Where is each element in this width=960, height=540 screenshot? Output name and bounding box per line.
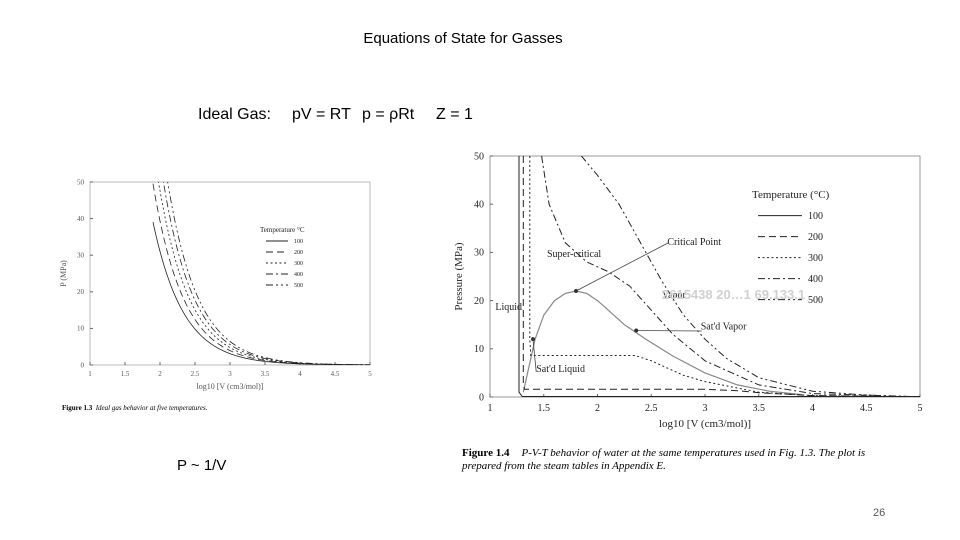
slide-title: Equations of State for Gasses xyxy=(363,30,563,47)
ideal-gas-isotherm-200 xyxy=(152,183,370,365)
annotation-arrow-sat-d-liquid xyxy=(532,339,537,372)
annotation-arrow-head-sat-d-liquid xyxy=(531,337,535,342)
water-legend-title: Temperature (°C) xyxy=(752,189,830,201)
figure-1-3-number: Figure 1.3 xyxy=(62,404,93,412)
figure-1-4-text: P-V-T behavior of water at the same temp… xyxy=(462,447,866,472)
ideal-gas-y-tick-label: 50 xyxy=(77,178,85,186)
water-x-tick-label: 4 xyxy=(810,403,815,414)
annotation-arrow-head-critical-point xyxy=(574,288,578,293)
figure-1-3-text: Ideal gas behavior at five temperatures. xyxy=(95,404,208,412)
saturation-dome-curve xyxy=(522,290,802,396)
water-x-axis-label: log10 [V (cm3/mol)] xyxy=(659,418,751,430)
annotation-sat-d-vapor: Sat'd Vapor xyxy=(701,322,747,333)
ideal-gas-y-tick-label: 0 xyxy=(81,361,85,369)
ideal-gas-equation-pv: pV = RT xyxy=(292,106,351,123)
ideal-gas-isotherm-300 xyxy=(158,182,370,365)
ideal-gas-equation-density: p = ρRt xyxy=(362,106,415,123)
water-y-tick-label: 50 xyxy=(474,151,484,162)
figure-1-3-caption: Figure 1.3 Ideal gas behavior at five te… xyxy=(62,404,207,412)
water-isotherm-500 xyxy=(581,156,920,397)
ideal-gas-legend-title: Temperature °C xyxy=(260,226,305,234)
water-x-tick-label: 1 xyxy=(488,403,493,414)
water-legend-label: 300 xyxy=(808,253,823,264)
annotation-liquid: Liquid xyxy=(495,302,522,313)
ideal-gas-y-tick-label: 30 xyxy=(77,252,85,260)
watermark: 2615438 20…1 69.133.1 xyxy=(662,287,806,302)
ideal-gas-x-tick-label: 1.5 xyxy=(121,370,130,378)
water-y-tick-label: 20 xyxy=(474,296,484,307)
water-legend-label: 400 xyxy=(808,274,823,285)
ideal-gas-equation-z: Z = 1 xyxy=(436,106,473,123)
annotation-critical-point: Critical Point xyxy=(667,237,721,248)
figure-1-4-caption: Figure 1.4 P-V-T behavior of water at the… xyxy=(462,447,902,473)
water-legend-label: 500 xyxy=(808,295,823,306)
ideal-gas-legend-label: 500 xyxy=(294,283,303,289)
ideal-gas-legend-label: 300 xyxy=(294,261,303,267)
figure-1-4-number: Figure 1.4 xyxy=(462,447,510,459)
ideal-gas-x-tick-label: 1 xyxy=(88,370,92,378)
ideal-gas-y-tick-label: 10 xyxy=(77,325,85,333)
water-x-tick-label: 2.5 xyxy=(645,403,658,414)
water-y-tick-label: 30 xyxy=(474,248,484,259)
ideal-gas-isotherm-400 xyxy=(163,182,370,365)
ideal-gas-y-tick-label: 20 xyxy=(77,288,85,296)
ideal-gas-legend-label: 100 xyxy=(294,239,303,245)
water-y-tick-label: 0 xyxy=(479,392,484,403)
water-legend-label: 100 xyxy=(808,211,823,222)
annotation-arrow-critical-point xyxy=(575,242,669,292)
ideal-gas-legend-label: 200 xyxy=(294,250,303,256)
ideal-gas-x-tick-label: 2.5 xyxy=(191,370,200,378)
water-y-tick-label: 10 xyxy=(474,344,484,355)
water-isotherm-300 xyxy=(529,156,920,397)
water-legend-label: 200 xyxy=(808,232,823,243)
water-x-tick-label: 3 xyxy=(703,403,708,414)
ideal-gas-x-tick-label: 2 xyxy=(158,370,162,378)
ideal-gas-x-axis-label: log10 [V (cm3/mol)] xyxy=(197,382,264,391)
water-y-tick-label: 40 xyxy=(474,200,484,211)
ideal-gas-y-axis-label: P (MPa) xyxy=(59,260,68,287)
water-x-tick-label: 5 xyxy=(918,403,923,414)
water-x-tick-label: 2 xyxy=(595,403,600,414)
ideal-gas-x-tick-label: 4.5 xyxy=(331,370,340,378)
water-x-tick-label: 3.5 xyxy=(753,403,766,414)
ideal-gas-label: Ideal Gas: xyxy=(198,106,271,123)
ideal-gas-y-tick-label: 40 xyxy=(77,215,85,223)
water-isotherm-100 xyxy=(518,156,920,397)
annotation-sat-d-liquid: Sat'd Liquid xyxy=(536,364,585,375)
annotation-super-critical: Super-critical xyxy=(547,249,601,260)
annotation-vapor: Vapor xyxy=(662,290,687,301)
annotation-arrow-head-sat-d-vapor xyxy=(634,328,639,333)
pv-proportionality-note: P ~ 1/V xyxy=(177,457,227,474)
water-isotherm-400 xyxy=(541,156,920,397)
ideal-gas-legend-label: 400 xyxy=(294,272,303,278)
ideal-gas-x-tick-label: 5 xyxy=(368,370,372,378)
ideal-gas-x-tick-label: 3.5 xyxy=(261,370,270,378)
ideal-gas-isotherm-500 xyxy=(167,182,370,365)
water-y-axis-label: Pressure (MPa) xyxy=(453,242,465,310)
water-x-tick-label: 4.5 xyxy=(860,403,873,414)
water-x-tick-label: 1.5 xyxy=(538,403,551,414)
page-number: 26 xyxy=(873,507,886,519)
ideal-gas-plot-frame xyxy=(89,181,371,366)
ideal-gas-x-tick-label: 4 xyxy=(298,370,302,378)
ideal-gas-x-tick-label: 3 xyxy=(228,370,232,378)
ideal-gas-isotherm-100 xyxy=(152,221,370,365)
water-isotherm-200 xyxy=(522,156,920,397)
